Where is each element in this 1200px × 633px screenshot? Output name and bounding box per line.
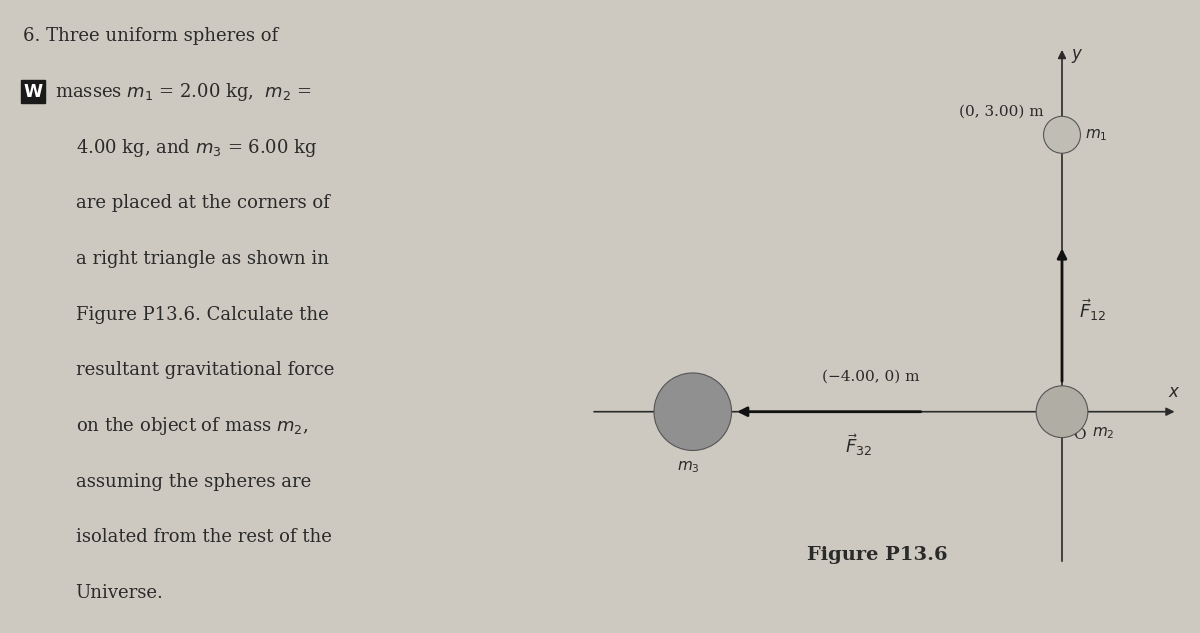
Text: $\vec{F}_{12}$: $\vec{F}_{12}$ — [1079, 298, 1106, 323]
Text: a right triangle as shown in: a right triangle as shown in — [76, 250, 329, 268]
Text: isolated from the rest of the: isolated from the rest of the — [76, 529, 331, 546]
Text: $m_3$: $m_3$ — [677, 460, 700, 475]
Text: 4.00 kg, and $m_3$ = 6.00 kg: 4.00 kg, and $m_3$ = 6.00 kg — [76, 137, 317, 158]
Text: (0, 3.00) m: (0, 3.00) m — [959, 104, 1044, 119]
Text: $y$: $y$ — [1072, 47, 1084, 65]
Circle shape — [1036, 386, 1088, 437]
Text: assuming the spheres are: assuming the spheres are — [76, 473, 311, 491]
Text: W: W — [23, 83, 42, 101]
Text: $m_1$: $m_1$ — [1085, 127, 1108, 142]
Circle shape — [654, 373, 732, 451]
Text: on the object of mass $m_2$,: on the object of mass $m_2$, — [76, 415, 308, 437]
Text: $m_2$: $m_2$ — [1092, 425, 1115, 441]
Text: are placed at the corners of: are placed at the corners of — [76, 194, 330, 212]
Text: Figure P13.6: Figure P13.6 — [808, 546, 948, 564]
Text: O: O — [1073, 429, 1086, 442]
Text: masses $m_1$ = 2.00 kg,  $m_2$ =: masses $m_1$ = 2.00 kg, $m_2$ = — [55, 81, 312, 103]
Text: Figure P13.6. Calculate the: Figure P13.6. Calculate the — [76, 306, 329, 323]
Circle shape — [1044, 116, 1080, 153]
Text: (−4.00, 0) m: (−4.00, 0) m — [822, 370, 919, 384]
Text: Universe.: Universe. — [76, 584, 163, 602]
Text: $\vec{F}_{32}$: $\vec{F}_{32}$ — [845, 432, 872, 458]
Text: 6. Three uniform spheres of: 6. Three uniform spheres of — [23, 27, 278, 45]
Text: $x$: $x$ — [1168, 384, 1180, 401]
Text: resultant gravitational force: resultant gravitational force — [76, 361, 334, 379]
